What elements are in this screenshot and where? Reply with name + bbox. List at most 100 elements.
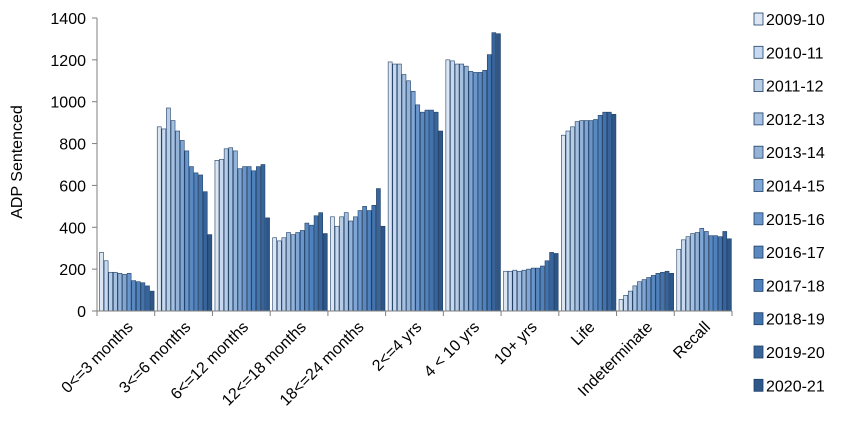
bar bbox=[113, 271, 118, 312]
bar bbox=[207, 234, 213, 312]
bar bbox=[304, 222, 310, 312]
bar bbox=[722, 231, 728, 312]
bar bbox=[570, 126, 575, 312]
bar bbox=[286, 232, 291, 312]
legend-swatch bbox=[753, 145, 764, 159]
legend: 2009-10 2010-11 2011-12 2012-13 2013-14 2014-… bbox=[753, 12, 825, 395]
y-tick-label: 1000 bbox=[50, 95, 86, 112]
bar bbox=[429, 109, 434, 312]
bar bbox=[122, 274, 127, 312]
bar bbox=[618, 299, 624, 312]
bar bbox=[438, 130, 444, 312]
bar bbox=[276, 240, 282, 312]
bar bbox=[149, 290, 155, 312]
bar bbox=[161, 128, 167, 312]
bar bbox=[690, 233, 695, 312]
bar bbox=[713, 235, 718, 312]
bar bbox=[103, 260, 109, 312]
bar bbox=[579, 120, 585, 312]
bar bbox=[496, 33, 501, 312]
x-tick-label: Life bbox=[568, 319, 598, 349]
bar bbox=[641, 279, 647, 312]
bar bbox=[265, 217, 270, 312]
x-tick-label: Recall bbox=[670, 319, 713, 362]
x-tick-label: 4 < 10 yrs bbox=[421, 319, 483, 381]
bar bbox=[473, 72, 478, 312]
bar bbox=[420, 111, 425, 312]
legend-swatch bbox=[753, 378, 764, 392]
bar bbox=[676, 248, 682, 312]
bar bbox=[140, 282, 146, 312]
bar bbox=[611, 113, 617, 312]
bar bbox=[166, 107, 171, 312]
bar bbox=[290, 234, 296, 312]
bar bbox=[424, 109, 430, 312]
bar bbox=[646, 277, 651, 312]
bar bbox=[584, 120, 589, 312]
legend-swatch bbox=[753, 45, 764, 59]
bar bbox=[512, 269, 518, 312]
y-tick-label: 0 bbox=[77, 304, 86, 321]
bar bbox=[588, 120, 594, 312]
legend-swatch bbox=[753, 179, 764, 192]
bar bbox=[468, 71, 474, 312]
bar bbox=[371, 205, 377, 312]
bar bbox=[699, 228, 705, 312]
x-tick-label: 2<=4 yrs bbox=[369, 319, 425, 375]
bar bbox=[627, 290, 633, 312]
bar bbox=[256, 166, 261, 312]
legend-label: 2014-15 bbox=[766, 179, 825, 196]
bar bbox=[108, 271, 113, 312]
bar bbox=[607, 111, 612, 312]
bar bbox=[145, 285, 150, 312]
bar bbox=[318, 212, 323, 312]
bar bbox=[717, 236, 723, 312]
bar bbox=[632, 285, 638, 312]
bar bbox=[272, 237, 277, 312]
legend-label: 2017-18 bbox=[766, 278, 825, 295]
bar bbox=[655, 273, 661, 312]
bar bbox=[189, 166, 194, 312]
bar bbox=[179, 140, 185, 312]
bar bbox=[380, 225, 386, 312]
bar bbox=[343, 212, 349, 312]
bar bbox=[99, 252, 104, 312]
bar bbox=[459, 63, 464, 312]
bar bbox=[260, 164, 266, 312]
bar bbox=[454, 63, 460, 312]
legend-swatch bbox=[753, 12, 764, 26]
bar bbox=[339, 216, 344, 312]
bar bbox=[202, 191, 208, 312]
legend-label: 2020-21 bbox=[766, 378, 825, 395]
bar bbox=[387, 61, 393, 312]
bar bbox=[704, 231, 709, 312]
bar bbox=[219, 158, 224, 312]
legend-label: 2009-10 bbox=[766, 12, 825, 29]
bar bbox=[295, 232, 300, 312]
bar bbox=[362, 206, 367, 312]
bar bbox=[530, 267, 536, 312]
bar bbox=[410, 90, 416, 312]
bar bbox=[669, 273, 674, 312]
y-tick-label: 600 bbox=[59, 178, 86, 195]
bar bbox=[694, 232, 700, 312]
bar bbox=[521, 269, 527, 312]
y-axis: 0 200 400 600 800 1000 1200 1400 bbox=[50, 11, 98, 321]
bar bbox=[445, 59, 451, 312]
bar bbox=[623, 294, 628, 312]
bar bbox=[357, 210, 363, 312]
bar bbox=[397, 63, 402, 312]
bar bbox=[322, 233, 328, 312]
bar bbox=[433, 111, 439, 312]
legend-label: 2019-20 bbox=[766, 345, 825, 362]
legend-label: 2011-12 bbox=[766, 79, 824, 96]
bar bbox=[540, 265, 545, 312]
bar bbox=[685, 236, 691, 312]
legend-label: 2018-19 bbox=[766, 312, 825, 329]
bar bbox=[299, 230, 305, 312]
y-tick-label: 800 bbox=[59, 137, 86, 154]
bar bbox=[664, 270, 670, 312]
bar bbox=[482, 70, 487, 312]
